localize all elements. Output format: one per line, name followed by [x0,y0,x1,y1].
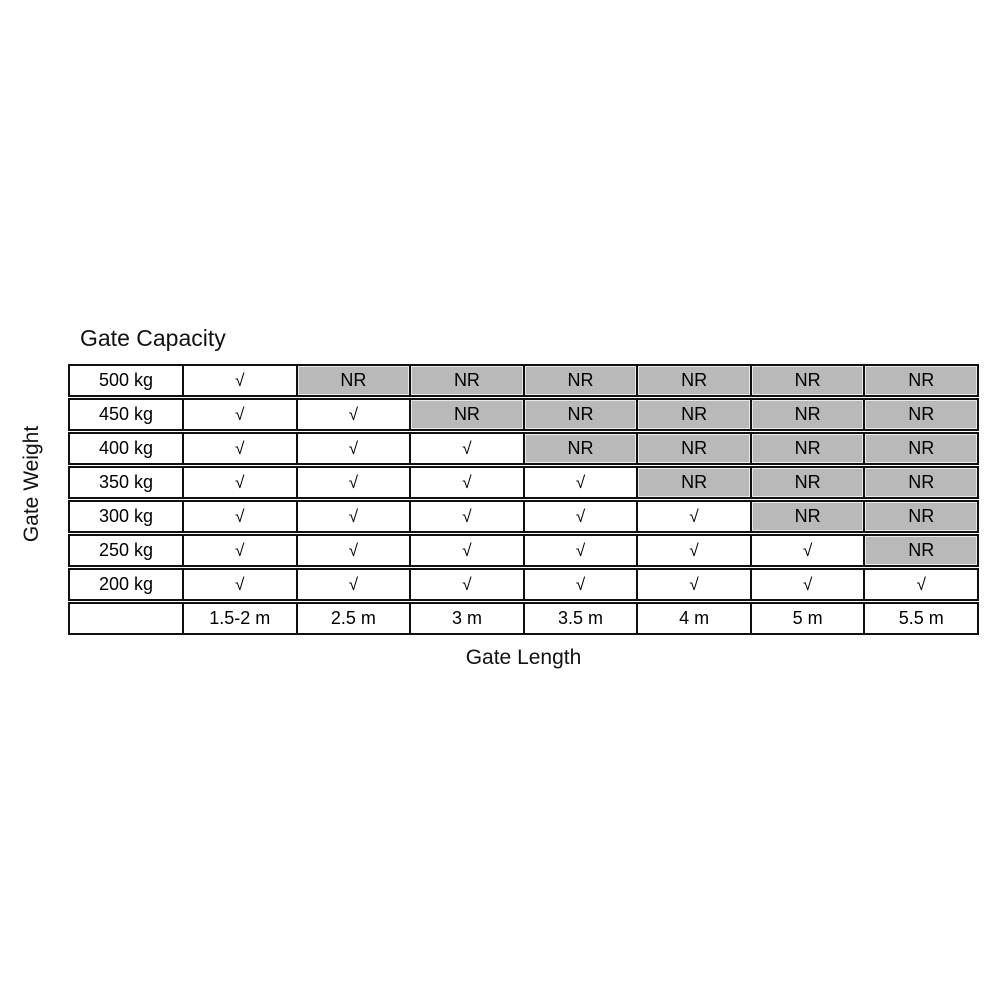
check-cell: √ [636,570,750,599]
check-cell: √ [522,570,637,599]
not-recommended-cell: NR [522,366,637,395]
not-recommended-cell: NR [863,400,978,429]
check-cell: √ [636,502,750,531]
not-recommended-cell: NR [863,434,978,463]
empty-corner-cell [70,604,182,633]
not-recommended-cell: NR [636,434,750,463]
check-cell: √ [409,502,523,531]
check-cell: √ [295,502,410,531]
not-recommended-cell: NR [409,366,523,395]
check-cell: √ [295,468,410,497]
not-recommended-cell: NR [522,434,637,463]
row-label-cell: 200 kg [98,574,154,594]
row-label-cell: 500 kg [98,370,154,390]
check-cell: √ [636,536,750,565]
column-label-cell: 2.5 m [295,604,410,633]
not-recommended-cell: NR [749,502,864,531]
capacity-table: 500 kg √ NR NR NR NR NR NR 450 kg √ √ NR NR NR NR NR 400… [68,364,979,636]
check-cell: √ [749,570,864,599]
row-label-cell: 450 kg [98,404,154,424]
y-axis-label: Gate Weight [20,425,43,543]
column-label-cell: 1.5-2 m [182,604,296,633]
not-recommended-cell: NR [636,366,750,395]
not-recommended-cell: NR [749,468,864,497]
check-cell: √ [522,536,637,565]
column-label-cell: 3.5 m [522,604,637,633]
check-cell: √ [182,434,296,463]
row-label-cell: 250 kg [98,540,154,560]
column-label-cell: 3 m [409,604,523,633]
table-row: 450 kg √ √ NR NR NR NR NR [68,398,979,431]
check-cell: √ [182,570,296,599]
column-label-cell: 5.5 m [863,604,977,633]
row-label-cell: 300 kg [98,506,154,526]
not-recommended-cell: NR [749,400,864,429]
not-recommended-cell: NR [749,366,864,395]
not-recommended-cell: NR [636,400,750,429]
check-cell: √ [295,400,410,429]
check-cell: √ [863,570,977,599]
not-recommended-cell: NR [863,536,978,565]
check-cell: √ [182,366,296,395]
table-row: 250 kg √ √ √ √ √ √ NR [68,534,979,567]
table-row: 400 kg √ √ √ NR NR NR NR [68,432,979,465]
column-label-cell: 5 m [749,604,864,633]
check-cell: √ [182,468,296,497]
check-cell: √ [182,536,296,565]
table-row: 300 kg √ √ √ √ √ NR NR [68,500,979,533]
not-recommended-cell: NR [863,468,978,497]
table-row: 350 kg √ √ √ √ NR NR NR [68,466,979,499]
not-recommended-cell: NR [409,400,523,429]
not-recommended-cell: NR [295,366,410,395]
x-axis-label: Gate Length [465,646,582,669]
check-cell: √ [522,502,637,531]
check-cell: √ [182,400,296,429]
not-recommended-cell: NR [522,400,637,429]
check-cell: √ [749,536,864,565]
check-cell: √ [409,468,523,497]
not-recommended-cell: NR [863,366,978,395]
check-cell: √ [409,536,523,565]
check-cell: √ [182,502,296,531]
check-cell: √ [522,468,637,497]
chart-title: Gate Capacity [80,325,226,351]
row-label-cell: 350 kg [98,472,154,492]
check-cell: √ [409,434,523,463]
table-row: 200 kg √ √ √ √ √ √ √ [68,568,979,601]
table-row: 500 kg √ NR NR NR NR NR NR [68,364,979,397]
not-recommended-cell: NR [636,468,750,497]
check-cell: √ [295,570,410,599]
check-cell: √ [295,434,410,463]
not-recommended-cell: NR [863,502,978,531]
check-cell: √ [409,570,523,599]
check-cell: √ [295,536,410,565]
row-label-cell: 400 kg [98,438,154,458]
not-recommended-cell: NR [749,434,864,463]
column-label-cell: 4 m [636,604,750,633]
